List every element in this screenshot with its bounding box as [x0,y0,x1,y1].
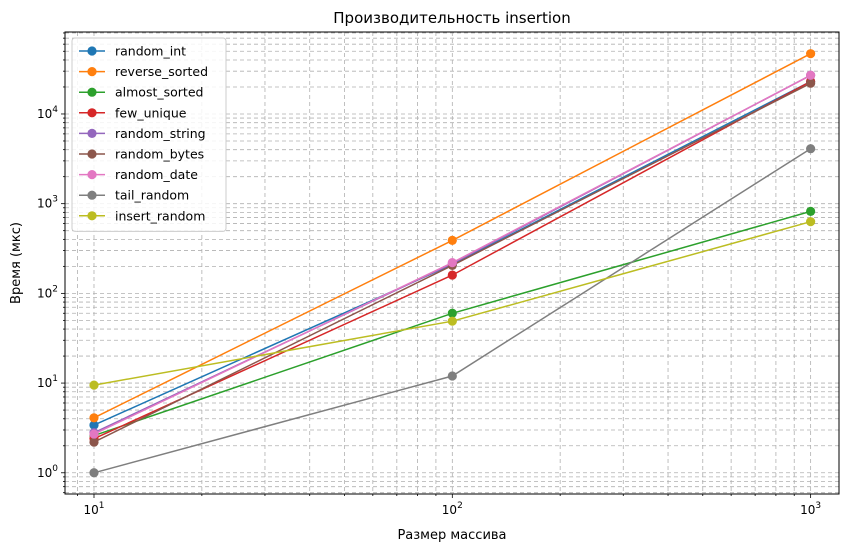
series-insert_random [89,217,816,390]
legend-marker [87,87,97,97]
legend-marker [87,190,97,200]
legend-marker [87,170,97,180]
legend-label: almost_sorted [115,85,203,100]
data-point [447,235,457,245]
legend-entry: reverse_sorted [79,64,208,79]
legend-label: insert_random [115,208,205,223]
series-random_date [89,70,816,439]
legend-entry: random_int [79,44,186,59]
data-point [447,371,457,381]
data-point [806,70,816,80]
legend-marker [87,128,97,138]
legend-label: tail_random [115,188,189,203]
legend-entry: random_bytes [79,147,204,162]
axis-ticks: 101 102 103 100 101 102 103 104 [37,32,821,517]
legend-label: few_unique [115,105,187,120]
x-axis-label: Размер массива [397,528,506,543]
data-point [89,468,99,478]
legend-entry: tail_random [79,188,189,203]
legend-marker [87,108,97,118]
data-point [806,217,816,227]
data-point [89,429,99,439]
legend-label: random_date [115,167,198,182]
series-tail_random [89,144,816,478]
data-point [806,206,816,217]
y-tick-label: 101 [37,374,58,390]
x-tick-label: 101 [83,501,104,517]
legend-entry: almost_sorted [79,85,203,100]
data-point [447,316,457,326]
legend-label: random_bytes [115,147,204,162]
legend-entry: random_date [79,167,198,182]
x-tick-label: 102 [442,501,463,517]
legend-label: reverse_sorted [115,64,208,79]
data-point [806,78,816,88]
series-layer [89,49,816,478]
series-reverse_sorted [89,49,816,423]
data-point [89,420,99,430]
data-point [806,144,816,154]
y-tick-label: 100 [37,464,58,480]
chart-title: Производительность insertion [333,9,570,27]
y-tick-label: 103 [37,195,58,211]
data-point [89,380,99,390]
legend-marker [87,67,97,77]
y-axis-label: Время (мкс) [9,222,24,304]
legend-entry: random_string [79,126,206,141]
data-point [89,413,99,423]
series-line [93,220,811,386]
legend-label: random_string [115,126,206,141]
data-point [447,308,457,318]
x-tick-label: 103 [800,501,821,517]
data-point [447,270,457,280]
data-point [89,437,99,447]
legend-box [71,37,227,232]
y-tick-label: 102 [37,284,58,300]
legend-label: random_int [115,44,186,59]
legend-entry: few_unique [79,105,187,120]
legend-marker [87,211,97,221]
legend-marker [87,46,97,56]
legend-entry: insert_random [79,208,205,223]
legend-marker [87,149,97,159]
y-tick-label: 104 [37,105,58,121]
legend: random_int reverse_sorted almost_sortedfew… [71,37,227,232]
data-point [806,49,816,59]
data-point [447,258,457,268]
